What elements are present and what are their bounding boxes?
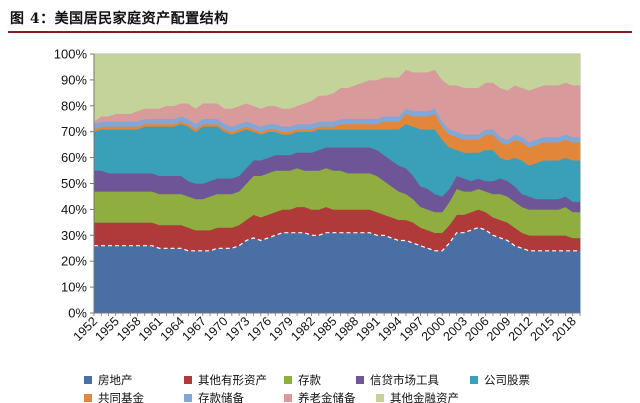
- y-tick-label-2: 20%: [61, 254, 87, 269]
- x-tick-label-4: 1964: [158, 314, 188, 344]
- y-tick-label-6: 60%: [61, 150, 87, 165]
- legend-label-8: 其他金融资产: [390, 391, 459, 403]
- x-tick-label-9: 1979: [266, 314, 296, 344]
- legend-item-8: 其他金融资产: [376, 390, 459, 403]
- legend-item-7: 养老金储备: [284, 390, 356, 403]
- y-tick-label-8: 80%: [61, 98, 87, 113]
- x-tick-label-10: 1982: [288, 314, 318, 344]
- legend-swatch-7: [284, 394, 292, 402]
- x-tick-label-6: 1970: [201, 314, 231, 344]
- x-tick-label-22: 2018: [549, 314, 579, 344]
- y-tick-label-4: 40%: [61, 202, 87, 217]
- figure-title: 图 4：美国居民家庭资产配置结构: [10, 11, 229, 27]
- legend-swatch-2: [284, 376, 292, 384]
- x-tick-label-13: 1991: [353, 314, 383, 344]
- x-tick-label-12: 1988: [332, 314, 362, 344]
- legend-label-3: 信贷市场工具: [370, 373, 439, 387]
- x-tick-label-11: 1985: [310, 314, 340, 344]
- x-tick-label-15: 1997: [397, 314, 427, 344]
- legend-item-4: 公司股票: [470, 372, 530, 388]
- x-tick-label-1: 1955: [92, 314, 122, 344]
- legend-label-2: 存款: [298, 373, 321, 387]
- legend-item-0: 房地产: [84, 372, 133, 388]
- y-tick-label-0: 0%: [68, 306, 87, 321]
- x-tick-label-21: 2015: [528, 314, 558, 344]
- x-tick-label-18: 2006: [462, 314, 492, 344]
- x-tick-label-14: 1994: [375, 314, 405, 344]
- x-tick-label-7: 1973: [223, 314, 253, 344]
- x-tick-label-8: 1976: [245, 314, 275, 344]
- legend-label-7: 养老金储备: [298, 391, 356, 403]
- y-tick-label-3: 30%: [61, 228, 87, 243]
- legend-label-4: 公司股票: [484, 373, 530, 387]
- legend-item-6: 存款储备: [184, 390, 244, 403]
- x-tick-label-16: 2000: [419, 314, 449, 344]
- y-tick-label-10: 100%: [54, 47, 88, 62]
- legend-swatch-5: [84, 394, 92, 402]
- y-tick-label-7: 70%: [61, 124, 87, 139]
- legend-swatch-1: [184, 376, 192, 384]
- legend-swatch-8: [376, 394, 384, 402]
- legend-item-1: 其他有形资产: [184, 372, 267, 388]
- x-tick-label-5: 1967: [179, 314, 209, 344]
- x-tick-label-20: 2012: [506, 314, 536, 344]
- legend-item-5: 共同基金: [84, 390, 144, 403]
- y-tick-label-1: 10%: [61, 280, 87, 295]
- y-tick-label-9: 90%: [61, 72, 87, 87]
- x-tick-label-17: 2003: [440, 314, 470, 344]
- x-tick-label-19: 2009: [484, 314, 514, 344]
- x-tick-label-2: 1958: [114, 314, 144, 344]
- chart-legend: 房地产 其他有形资产 存款 信贷市场工具 公司股票共同基金 存款储备 养老金储备 其他金融资产: [84, 370, 632, 403]
- title-rule: [8, 31, 632, 33]
- x-tick-label-3: 1961: [136, 314, 166, 344]
- legend-label-1: 其他有形资产: [198, 373, 267, 387]
- stacked-area-chart: 0%10%20%30%40%50%60%70%80%90%100%1952195…: [54, 47, 581, 344]
- legend-item-2: 存款: [284, 372, 321, 388]
- legend-swatch-4: [470, 376, 478, 384]
- legend-swatch-6: [184, 394, 192, 402]
- legend-label-5: 共同基金: [98, 391, 144, 403]
- y-tick-label-5: 50%: [61, 176, 87, 191]
- area-series-8: [93, 53, 581, 122]
- legend-item-3: 信贷市场工具: [356, 372, 439, 388]
- legend-label-0: 房地产: [98, 373, 133, 387]
- legend-label-6: 存款储备: [198, 391, 244, 403]
- legend-swatch-3: [356, 376, 364, 384]
- legend-swatch-0: [84, 376, 92, 384]
